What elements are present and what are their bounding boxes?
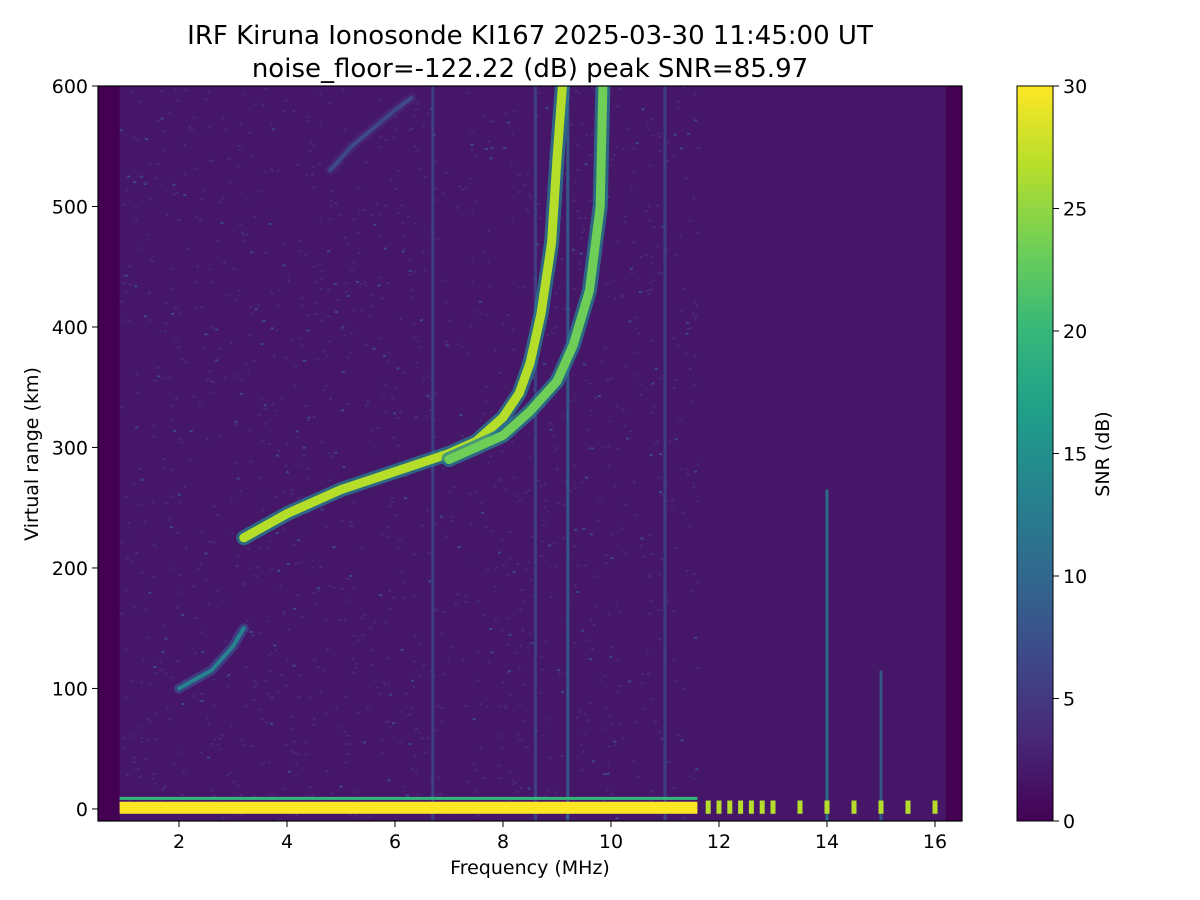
- interference-line: [566, 86, 570, 821]
- hf-pulse: [716, 800, 722, 814]
- hf-pulse: [797, 800, 803, 814]
- x-tick-label: 16: [923, 831, 947, 853]
- hf-pulse: [824, 800, 830, 814]
- y-tick-label: 100: [52, 678, 88, 700]
- interference-line: [825, 489, 829, 821]
- hf-pulse: [748, 800, 754, 814]
- ground-echo-edge: [119, 796, 698, 800]
- hf-pulse: [727, 800, 733, 814]
- x-tick-label: 8: [497, 831, 509, 853]
- hf-pulse: [770, 800, 776, 814]
- noise-background: [119, 86, 946, 821]
- chart-title-line1: IRF Kiruna Ionosonde KI167 2025-03-30 11…: [187, 21, 873, 51]
- colorbar-tick-label: 20: [1063, 321, 1087, 343]
- hf-pulse: [738, 800, 744, 814]
- colorbar-tick-label: 5: [1063, 689, 1075, 711]
- y-axis: 0 100 200 300 400 500 600: [52, 76, 98, 821]
- y-tick-label: 200: [52, 558, 88, 580]
- ground-echo: [119, 801, 698, 814]
- echo-trace: [239, 86, 567, 543]
- colorbar-tick-label: 25: [1063, 199, 1087, 221]
- heatmap: [119, 86, 946, 821]
- x-tick-label: 4: [281, 831, 293, 853]
- hf-pulse: [759, 800, 765, 814]
- plot-frame: [97, 85, 963, 822]
- x-tick-label: 14: [815, 831, 839, 853]
- echo-trace: [444, 86, 608, 464]
- interference-line: [663, 86, 667, 821]
- colorbar: [1016, 85, 1054, 822]
- hf-pulse: [878, 800, 884, 814]
- echo-trace: [328, 96, 414, 173]
- x-tick-label: 10: [599, 831, 623, 853]
- hf-pulse: [932, 800, 938, 814]
- y-axis-label: Virtual range (km): [21, 367, 43, 541]
- colorbar-label: SNR (dB): [1092, 411, 1114, 496]
- x-tick-label: 12: [707, 831, 731, 853]
- hf-pulse: [705, 800, 711, 814]
- chart-title-line2: noise_floor=-122.22 (dB) peak SNR=85.97: [252, 54, 808, 84]
- colorbar-axis: 0 5 10 15 20 25 30: [1053, 76, 1087, 833]
- colorbar-tick-label: 30: [1063, 76, 1087, 98]
- colorbar-tick-label: 10: [1063, 566, 1087, 588]
- y-tick-label: 0: [76, 799, 88, 821]
- interference-line: [533, 86, 537, 821]
- interference-line: [879, 670, 883, 821]
- x-axis: 2 4 6 8 10 12 14 16: [173, 821, 947, 853]
- y-tick-label: 300: [52, 437, 88, 459]
- y-tick-label: 600: [52, 76, 88, 98]
- x-axis-label: Frequency (MHz): [450, 857, 610, 879]
- colorbar-tick-label: 15: [1063, 444, 1087, 466]
- y-tick-label: 500: [52, 196, 88, 218]
- colorbar-tick-label: 0: [1063, 811, 1075, 833]
- y-tick-label: 400: [52, 317, 88, 339]
- x-tick-label: 6: [389, 831, 401, 853]
- x-tick-label: 2: [173, 831, 185, 853]
- hf-pulse: [905, 800, 911, 814]
- hf-pulse: [851, 800, 857, 814]
- echo-trace: [177, 626, 246, 691]
